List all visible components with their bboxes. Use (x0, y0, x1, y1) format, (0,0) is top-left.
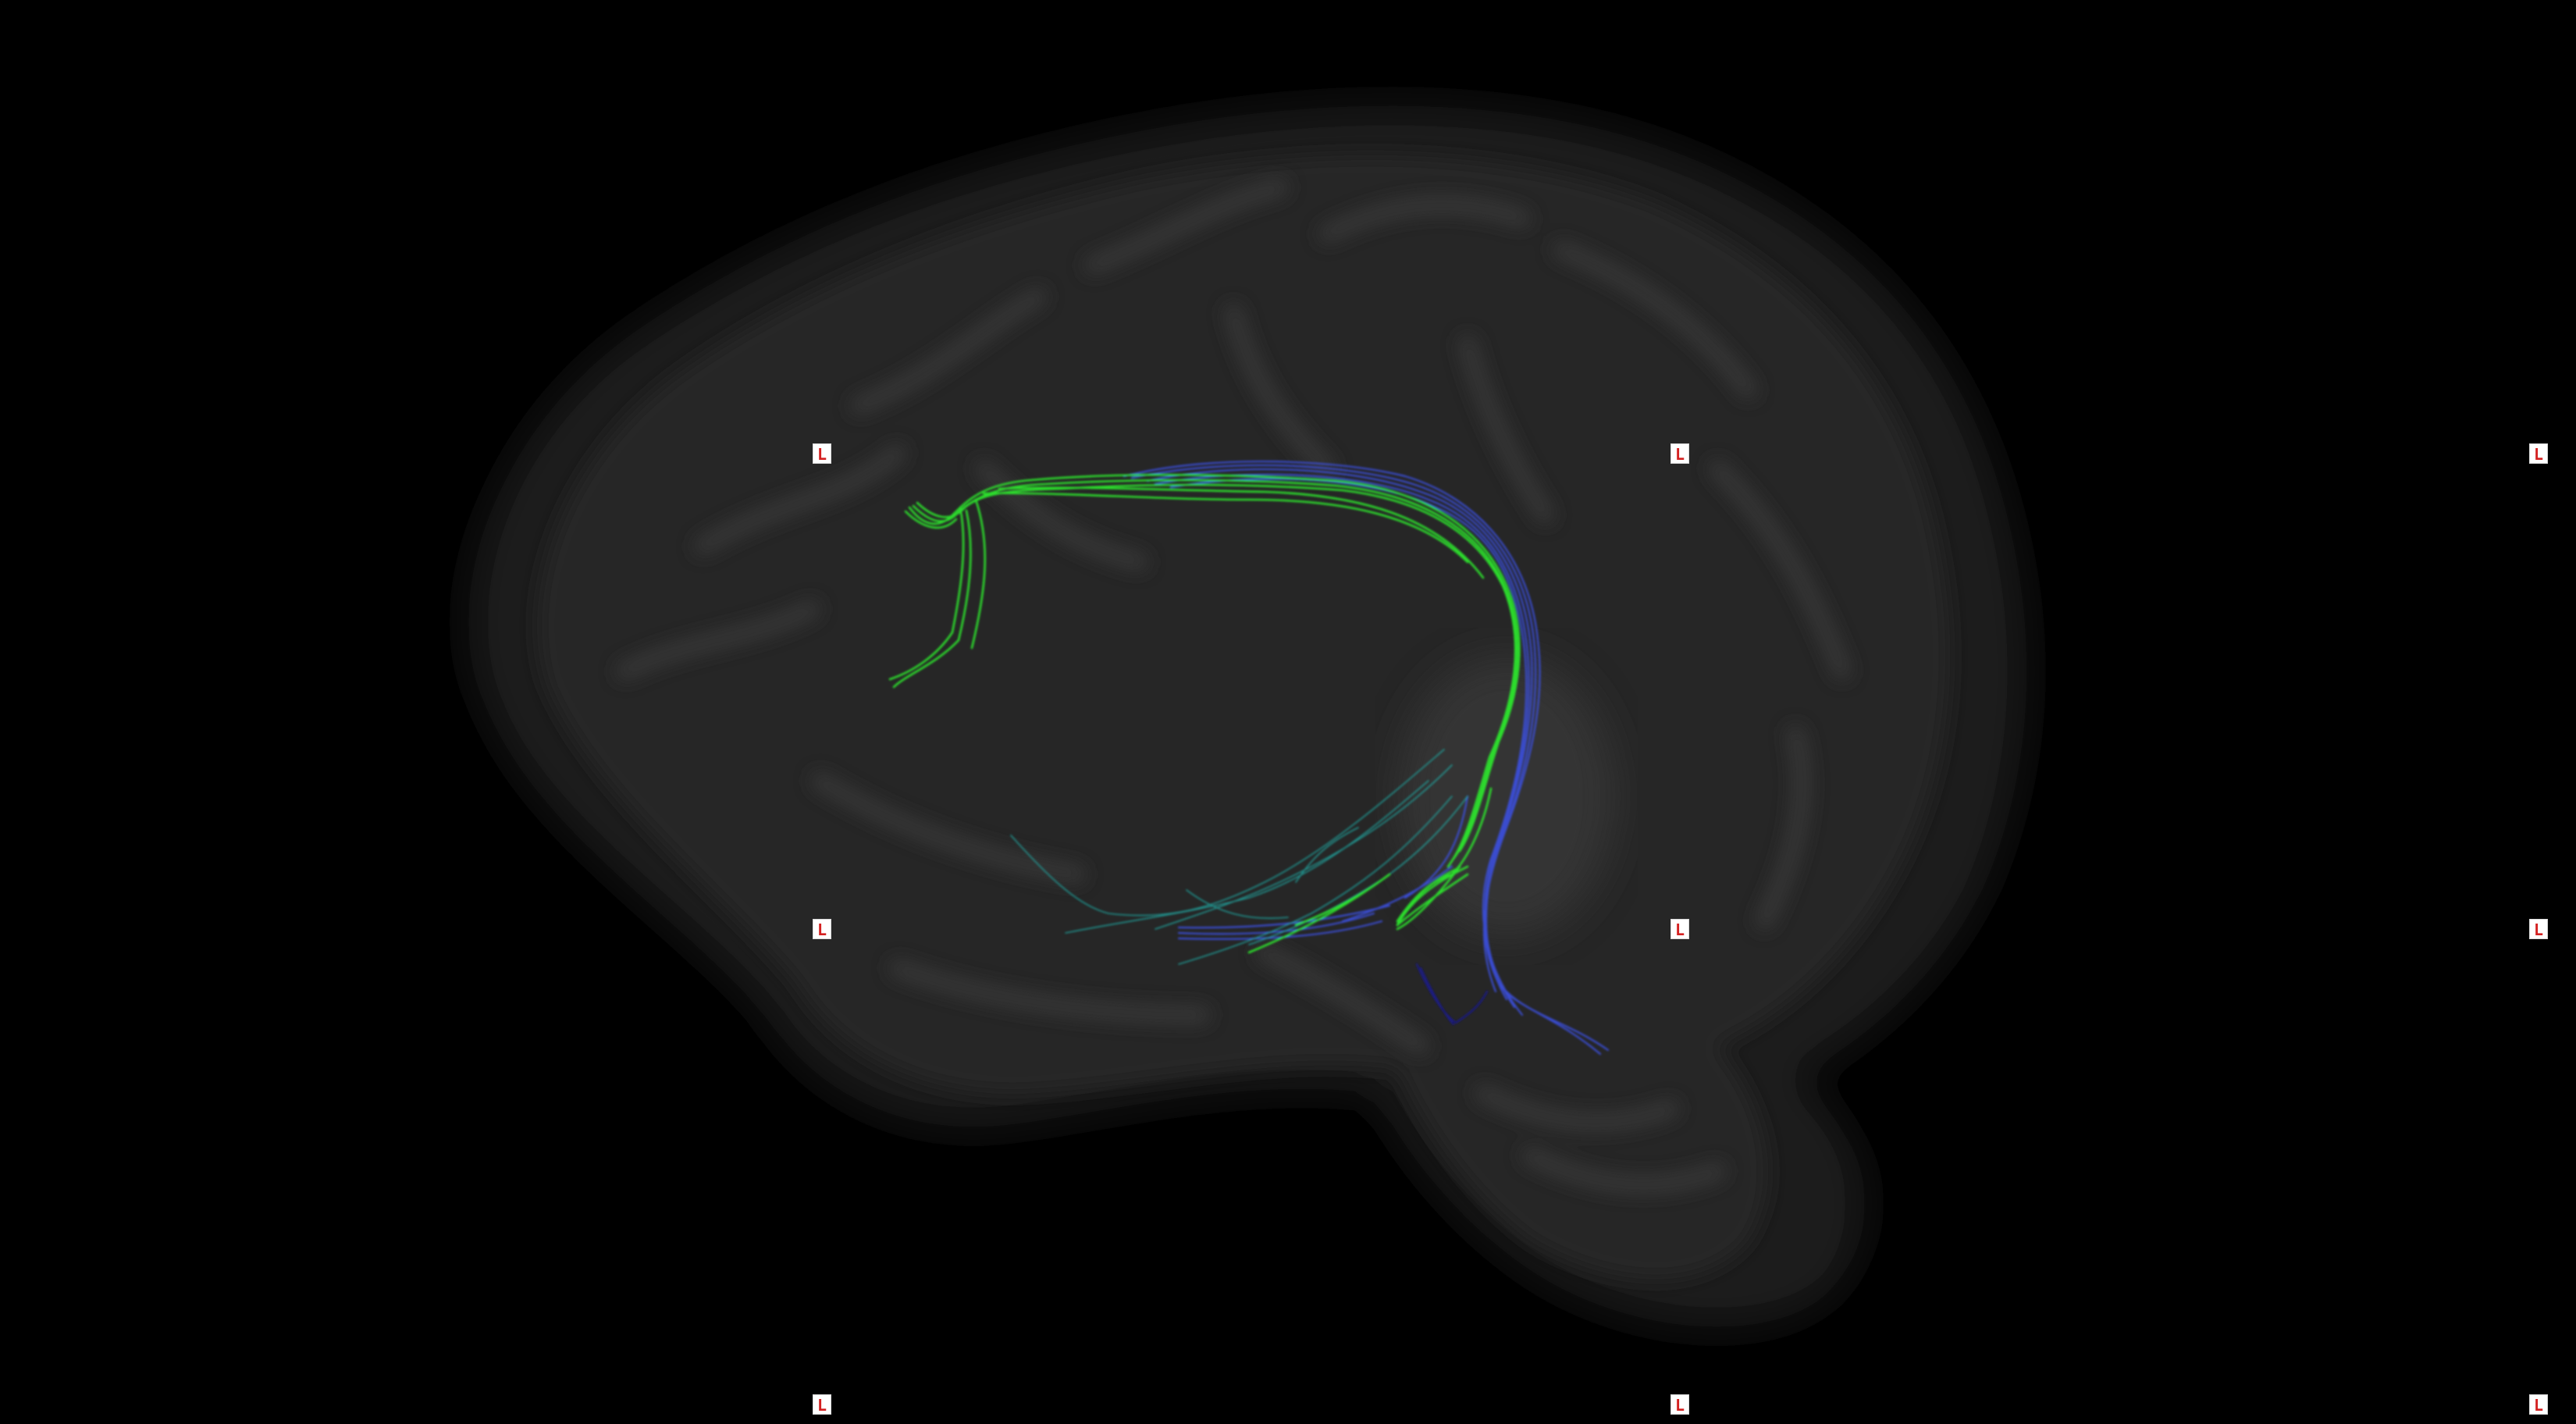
fiber-tract-bundle[interactable] (888, 460, 1610, 1056)
orientation-marker-left: L (1670, 443, 1689, 464)
blue-streamlines (1123, 460, 1610, 1056)
orientation-marker-left: L (1670, 919, 1689, 939)
teal-streamlines (1010, 749, 1468, 965)
dark-blue-streamlines (1415, 963, 1489, 1026)
orientation-marker-left: L (1670, 1394, 1689, 1415)
green-streamlines (888, 473, 1521, 954)
orientation-marker-left: L (2529, 443, 2548, 464)
orientation-marker-left: L (813, 443, 831, 464)
orientation-marker-left: L (2529, 1394, 2548, 1415)
orientation-marker-left: L (813, 1394, 831, 1415)
orientation-marker-left: L (813, 919, 831, 939)
brain-background-slice (468, 105, 2027, 1327)
orientation-marker-left: L (2529, 919, 2548, 939)
